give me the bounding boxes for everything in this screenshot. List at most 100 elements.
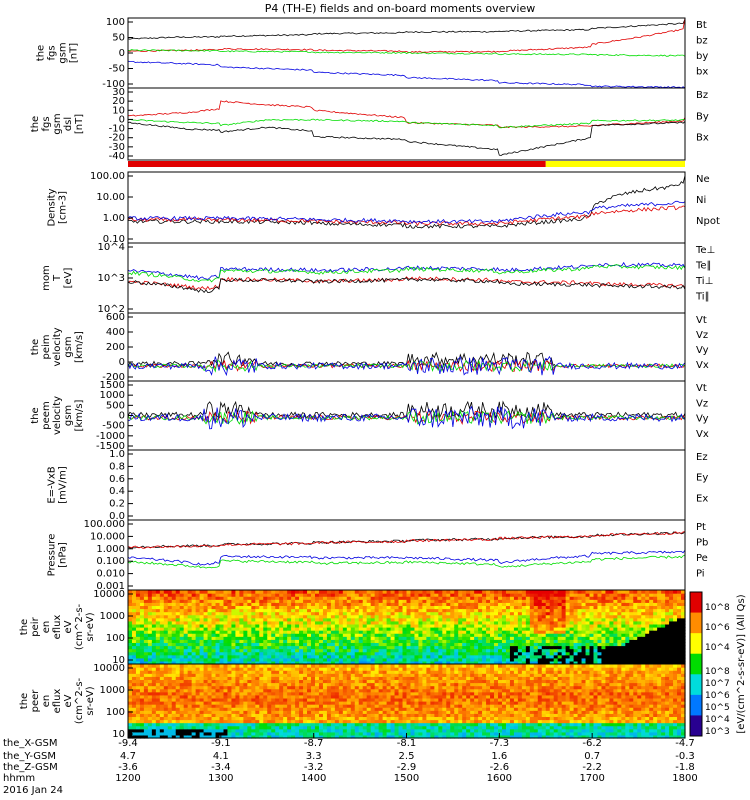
heat-cell <box>474 639 479 644</box>
heat-cell <box>358 593 364 597</box>
heat-cell <box>342 694 348 699</box>
heat-cell <box>171 691 177 696</box>
heat-cell <box>207 605 213 610</box>
heat-cell <box>641 602 646 607</box>
heat-cell <box>354 660 360 665</box>
heat-cell <box>151 701 157 705</box>
heat-cell <box>577 596 583 600</box>
heat-cell <box>219 614 225 619</box>
heat-cell <box>557 642 563 647</box>
heat-cell <box>314 627 320 631</box>
heat-cell <box>255 611 260 616</box>
heat-cell <box>478 596 483 600</box>
heat-cell <box>338 697 344 702</box>
heat-cell <box>195 719 201 724</box>
heat-cell <box>629 651 634 656</box>
heat-cell <box>263 667 268 671</box>
heat-cell <box>382 630 388 634</box>
heat-cell <box>430 630 435 634</box>
heat-cell <box>163 602 169 607</box>
heat-cell <box>677 593 682 597</box>
heat-cell <box>605 590 611 594</box>
heat-cell <box>219 664 225 668</box>
heat-cell <box>358 608 364 613</box>
heat-cell <box>358 728 364 733</box>
heat-cell <box>167 623 173 628</box>
series-temp-ti⊥ <box>127 261 686 281</box>
heat-cell <box>283 667 288 671</box>
heat-cell <box>677 642 682 647</box>
heat-cell <box>394 614 400 619</box>
heat-cell <box>171 679 177 684</box>
heat-cell <box>322 627 328 631</box>
heat-cell <box>326 731 332 736</box>
heat-cell <box>187 667 193 671</box>
ytick-label: -1000 <box>96 431 125 442</box>
heat-cell <box>342 728 348 733</box>
heat-cell <box>191 676 197 681</box>
heat-cell <box>259 701 264 705</box>
heat-cell <box>279 725 284 730</box>
heat-cell <box>330 620 336 625</box>
heat-cell <box>279 645 284 650</box>
heat-cell <box>307 704 312 708</box>
heat-cell <box>529 617 535 622</box>
heat-cell <box>533 605 539 610</box>
heat-cell <box>215 657 221 662</box>
heat-cell <box>358 590 364 594</box>
heat-cell <box>573 657 579 662</box>
heat-cell <box>354 688 360 693</box>
heat-cell <box>279 599 284 603</box>
heat-cell <box>299 697 304 702</box>
heat-cell <box>529 593 535 597</box>
heat-cell <box>128 654 133 659</box>
heat-cell <box>390 648 396 653</box>
heat-cell <box>601 623 607 628</box>
heat-cell <box>470 614 475 619</box>
heat-cell <box>338 694 344 699</box>
heat-cell <box>227 682 233 687</box>
heat-cell <box>283 716 288 721</box>
heat-cell <box>633 660 638 665</box>
heat-cell <box>239 599 244 603</box>
heat-cell <box>175 719 181 724</box>
heat-cell <box>637 648 642 653</box>
heat-cell <box>513 614 519 619</box>
heat-cell <box>299 590 304 594</box>
heat-cell <box>350 701 356 705</box>
heat-cell <box>478 590 483 594</box>
heat-cell <box>203 627 209 631</box>
heat-cell <box>350 657 356 662</box>
heat-cell <box>398 590 404 594</box>
heat-cell <box>406 642 412 647</box>
heat-cell <box>653 639 658 644</box>
heat-cell <box>354 633 360 637</box>
heat-cell <box>398 657 404 662</box>
heat-cell <box>155 673 161 677</box>
heat-cell <box>462 611 467 616</box>
heat-cell <box>577 614 583 619</box>
heat-cell <box>135 707 141 711</box>
heat-cell <box>223 716 229 721</box>
heat-cell <box>378 660 384 665</box>
ytick-label: 1.00 <box>103 213 125 224</box>
heat-cell <box>346 670 352 674</box>
heat-cell <box>199 614 205 619</box>
heat-cell <box>211 710 217 714</box>
heat-cell <box>203 688 209 693</box>
heat-cell <box>366 590 372 594</box>
heat-cell <box>370 593 376 597</box>
heat-cell <box>287 716 292 721</box>
heat-cell <box>330 667 336 671</box>
heat-cell <box>617 590 622 594</box>
heat-cell <box>223 593 229 597</box>
heat-cell <box>167 636 173 640</box>
heat-cell <box>143 713 149 718</box>
heat-cell <box>601 627 607 631</box>
heat-cell <box>279 627 284 631</box>
heat-cell <box>398 623 404 628</box>
heat-cell <box>195 691 201 696</box>
heat-cell <box>295 673 300 677</box>
legend-temp-0: Te⊥ <box>695 245 715 256</box>
heat-cell <box>434 617 439 622</box>
